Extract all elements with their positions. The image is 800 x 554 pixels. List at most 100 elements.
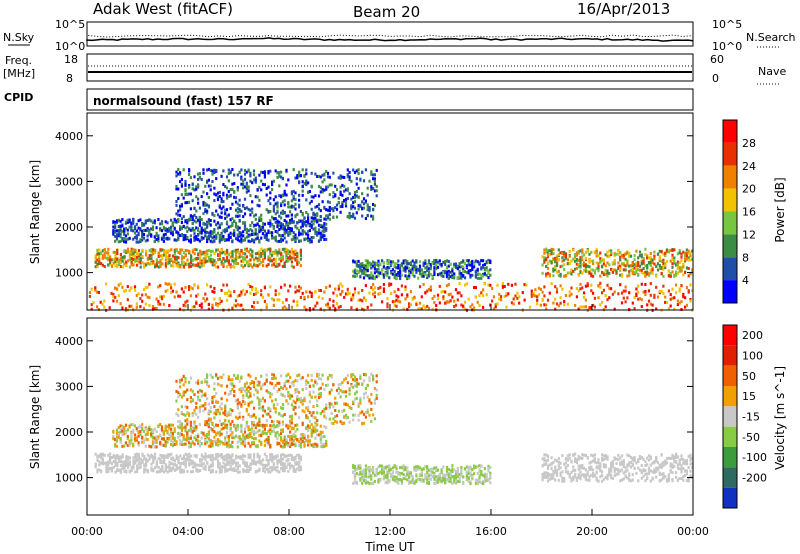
heatmap-cell [265,303,268,307]
heatmap-cell [109,467,112,471]
heatmap-cell [135,236,138,240]
heatmap-cell [314,445,317,448]
heatmap-cell [202,190,205,194]
heatmap-cell [633,307,636,311]
heatmap-cell [476,260,479,264]
heatmap-cell [227,252,230,256]
heatmap-cell [631,272,634,276]
heatmap-cell [108,306,111,310]
heatmap-cell [186,262,189,266]
heatmap-cell [101,263,104,267]
heatmap-cell [346,175,349,179]
heatmap-cell [213,219,216,223]
heatmap-cell [124,227,128,230]
heatmap-cell [328,284,331,288]
heatmap-cell [204,438,207,442]
heatmap-cell [121,306,124,310]
heatmap-cell [119,302,122,306]
heatmap-cell [263,251,266,255]
heatmap-cell [678,301,681,305]
heatmap-cell [283,225,286,229]
heatmap-cell [608,271,611,275]
heatmap-cell [673,307,676,311]
heatmap-cell [238,198,241,202]
heatmap-cell [211,263,214,267]
heatmap-cell [314,232,317,236]
heatmap-cell [445,265,449,269]
heatmap-cell [119,424,122,428]
heatmap-cell [436,265,440,269]
heatmap-cell [123,469,126,473]
heatmap-cell [186,225,189,229]
heatmap-cell [635,287,638,291]
heatmap-cell [243,444,247,448]
heatmap-cell [233,424,236,428]
heatmap-cell [206,235,209,239]
heatmap-cell [200,431,203,435]
heatmap-cell [251,221,254,225]
heatmap-cell [471,303,474,307]
heatmap-cell [586,284,589,288]
heatmap-cell [274,289,277,293]
heatmap-cell [566,302,569,306]
heatmap-cell [299,458,302,462]
heatmap-cell [247,468,250,472]
heatmap-cell [118,258,121,262]
heatmap-cell [254,426,257,430]
heatmap-cell [290,427,293,431]
heatmap-cell [249,462,252,466]
heatmap-cell [179,172,182,176]
heatmap-cell [281,200,284,204]
heatmap-cell [608,249,611,253]
heatmap-cell [326,305,330,309]
heatmap-cell [168,304,171,307]
heatmap-cell [653,293,656,297]
heatmap-cell [245,290,248,294]
heatmap-cell [352,274,355,278]
heatmap-cell [570,292,573,296]
heatmap-cell [339,193,342,196]
heatmap-cell [276,204,279,208]
heatmap-cell [126,428,129,432]
heatmap-cell [157,457,160,461]
heatmap-cell [200,218,203,221]
heatmap-cell [202,259,205,263]
heatmap-cell [235,248,238,252]
heatmap-cell [451,272,454,276]
heatmap-cell [433,266,436,270]
heatmap-cell [175,219,178,223]
heatmap-cell [332,215,335,219]
heatmap-cell [243,427,247,431]
heatmap-cell [415,303,418,306]
heatmap-cell [155,460,158,464]
heatmap-cell [487,276,490,280]
heatmap-cell [463,307,467,311]
heatmap-cell [135,427,138,430]
heatmap-cell [128,218,131,222]
heatmap-cell [341,183,344,187]
heatmap-cell [195,294,198,298]
heatmap-cell [323,290,326,294]
heatmap-cell [236,202,239,206]
heatmap-cell [199,249,202,253]
heatmap-cell [272,217,275,221]
heatmap-cell [662,264,665,268]
heatmap-cell [115,431,119,435]
heatmap-cell [283,232,286,236]
heatmap-cell [601,264,604,268]
heatmap-cell [451,276,454,280]
heatmap-cell [184,452,187,456]
heatmap-cell [272,429,275,433]
heatmap-cell [319,307,322,311]
heatmap-cell [164,228,167,232]
heatmap-cell [308,442,311,446]
heatmap-cell [126,436,129,440]
heatmap-cell [408,266,411,270]
heatmap-cell [132,263,135,267]
heatmap-cell [150,434,153,438]
heatmap-cell [181,257,184,261]
heatmap-cell [195,209,198,213]
heatmap-cell [231,168,234,171]
heatmap-cell [583,305,586,309]
heatmap-cell [160,295,164,299]
